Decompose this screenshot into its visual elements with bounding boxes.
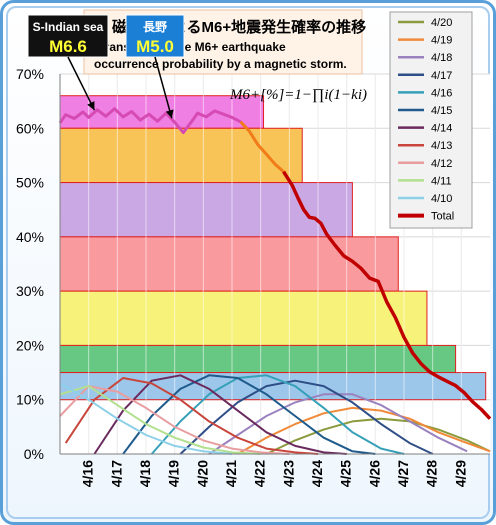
series-line-4-12 — [59, 385, 290, 455]
legend-label: 4/18 — [431, 52, 452, 64]
x-tick-label: 4/18 — [137, 460, 153, 487]
legend-label: 4/15 — [431, 105, 452, 117]
x-tick-label: 4/17 — [108, 460, 124, 487]
x-tick-label: 4/28 — [424, 460, 440, 487]
probability-bands — [59, 74, 487, 454]
series-line-4-17 — [179, 379, 434, 455]
series-line-4-20 — [265, 417, 491, 455]
total-line-mid — [239, 120, 285, 173]
callout-arrows — [67, 56, 174, 119]
legend-box — [389, 11, 473, 229]
x-tick-label: 4/16 — [80, 460, 96, 487]
series-line-4-11 — [59, 385, 261, 455]
formula: M6+[%]=1−∏i(1−ki) — [229, 87, 367, 103]
callout-nagano-label: 長野 — [143, 19, 167, 34]
probability-band — [59, 344, 457, 374]
y-tick-label: 20% — [16, 337, 44, 353]
callout-nagano-magnitude: M5.0 — [136, 37, 174, 56]
legend-label: 4/16 — [431, 87, 452, 99]
callout-s-indian-sea-label: S-Indian sea — [33, 20, 104, 34]
callout-s-indian-sea-magnitude: M6.6 — [49, 37, 87, 56]
x-tick-label: 4/24 — [309, 460, 325, 487]
chart-subtitle-line2: occurrence probability by a magnetic sto… — [94, 57, 347, 71]
y-tick-label: 40% — [16, 229, 44, 245]
probability-band — [59, 290, 428, 346]
series-line-4-14 — [93, 374, 347, 455]
y-tick-label: 50% — [16, 175, 44, 191]
x-tick-label: 4/25 — [338, 460, 354, 487]
series-line-4-16 — [150, 374, 405, 455]
probability-band — [59, 236, 399, 292]
legend-label: 4/17 — [431, 70, 452, 82]
y-tick-label: 60% — [16, 120, 44, 136]
legend-label: Total — [431, 211, 454, 223]
x-tick-labels: 4/16 4/17 4/18 4/19 4/20 4/21 4/22 4/23 4/24 4/25… — [80, 460, 469, 487]
x-tick-label: 4/21 — [223, 460, 239, 487]
callout-nagano: 長野 M5.0 — [125, 14, 185, 58]
series-line-4-13 — [64, 377, 319, 455]
y-tick-label: 0% — [24, 446, 44, 462]
y-tick-labels: 0% 10% 20% 30% 40% 50% 60% 70% — [16, 66, 44, 462]
y-tick-label: 10% — [16, 392, 44, 408]
probability-band — [59, 182, 353, 238]
total-line — [282, 170, 492, 420]
total-line-early — [58, 107, 242, 135]
legend: 4/20 4/19 4/18 4/17 4/16 4/15 4/14 4/13 4/12 4/11… — [389, 11, 473, 229]
x-tick-label: 4/22 — [252, 460, 268, 487]
y-tick-label: 30% — [16, 283, 44, 299]
legend-label: 4/14 — [431, 123, 452, 135]
legend-label: 4/11 — [431, 175, 452, 187]
callout-arrow — [154, 56, 173, 119]
legend-label: 4/12 — [431, 158, 452, 170]
x-tick-label: 4/29 — [452, 460, 468, 487]
legend-label: 4/20 — [431, 17, 452, 29]
x-tick-label: 4/27 — [395, 460, 411, 487]
callout-arrowhead — [165, 109, 174, 119]
x-tick-label: 4/19 — [166, 460, 182, 487]
series-line-4-15 — [122, 374, 376, 455]
axes — [59, 74, 490, 455]
legend-label: 4/10 — [431, 193, 452, 205]
total-series — [58, 107, 492, 420]
x-tick-label: 4/26 — [366, 460, 382, 487]
callout-arrow — [67, 56, 96, 111]
callout-arrowhead — [87, 101, 95, 111]
x-tick-label: 4/20 — [194, 460, 210, 487]
callout-s-indian-sea: S-Indian sea M6.6 — [27, 14, 109, 58]
legend-label: 4/19 — [431, 35, 452, 47]
series-line-4-19 — [237, 406, 491, 455]
daily-series — [59, 374, 491, 455]
legend-label: 4/13 — [431, 140, 452, 152]
series-line-4-10 — [59, 382, 233, 455]
x-tick-label: 4/23 — [280, 460, 296, 487]
y-tick-label: 70% — [16, 66, 44, 82]
